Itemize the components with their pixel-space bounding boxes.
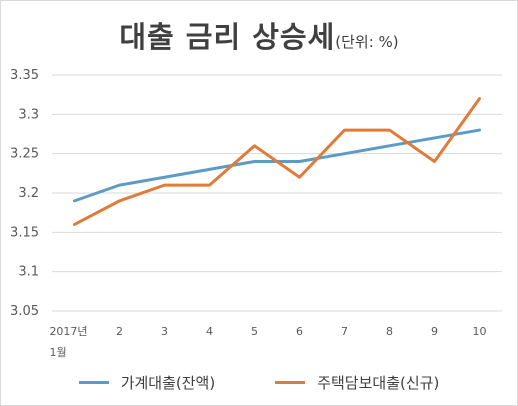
legend: 가계대출(잔액) 주택담보대출(신규) <box>0 372 518 393</box>
x-tick-label-5: 6 <box>296 325 303 338</box>
x-tick-label-2: 3 <box>161 325 168 338</box>
series-line-mortgage-loans <box>73 97 481 226</box>
y-tick-label-6: 3.35 <box>10 68 39 83</box>
legend-item-mortgage: 주택담보대출(신규) <box>275 372 439 393</box>
chart-unit-label: (단위: %) <box>335 33 399 51</box>
x-tick-label-7: 8 <box>386 325 393 338</box>
x-tick-label-0-line-0: 2017년 <box>49 325 87 338</box>
x-tick-label-0-line-1: 1월 <box>50 346 67 359</box>
y-tick-label-5: 3.3 <box>18 107 39 122</box>
legend-label-mortgage: 주택담보대출(신규) <box>317 374 440 392</box>
legend-swatch-mortgage <box>275 381 306 384</box>
chart-title: 대출 금리 상승세 <box>119 20 336 54</box>
y-tick-label-1: 3.1 <box>18 265 39 280</box>
series-line-household-loans <box>73 128 481 203</box>
legend-item-household: 가계대출(잔액) <box>78 372 216 393</box>
x-tick-label-9: 10 <box>473 325 487 338</box>
y-tick-label-2: 3.15 <box>10 225 39 240</box>
y-tick-label-4: 3.25 <box>10 147 39 162</box>
x-tick-label-1: 2 <box>116 325 123 338</box>
chart-title-block: 대출 금리 상승세(단위: %) <box>0 14 518 56</box>
y-tick-label-0: 3.05 <box>10 304 39 319</box>
legend-swatch-household <box>78 381 109 384</box>
x-tick-label-4: 5 <box>251 325 258 338</box>
x-tick-label-3: 4 <box>206 325 213 338</box>
y-tick-label-3: 3.2 <box>18 186 39 201</box>
x-tick-label-8: 9 <box>431 325 438 338</box>
legend-label-household: 가계대출(잔액) <box>120 374 216 392</box>
x-tick-label-6: 7 <box>341 325 348 338</box>
